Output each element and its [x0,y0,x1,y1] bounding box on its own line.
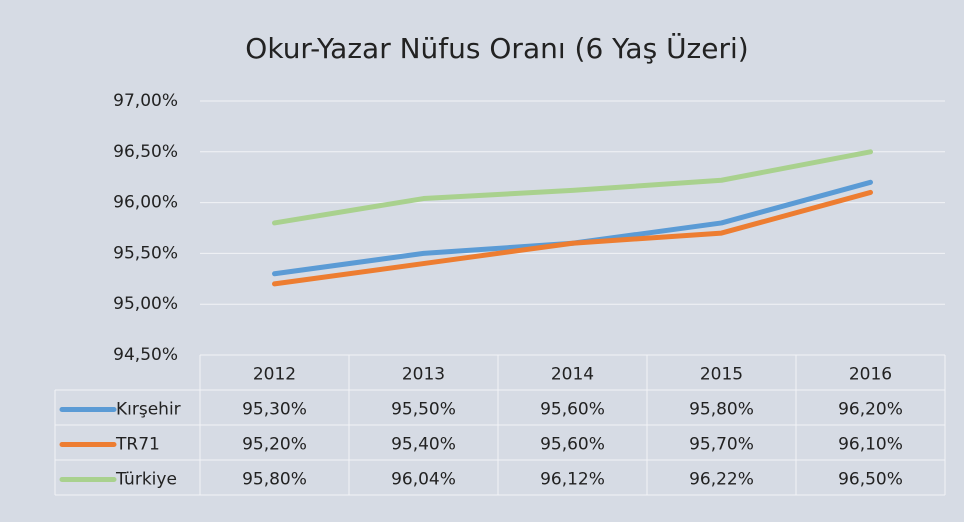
series-line [272,149,873,226]
y-tick-label: 96,50% [113,142,178,162]
table-value: 95,80% [689,400,754,420]
x-tick-label: 2016 [849,365,892,385]
table-value: 96,50% [838,470,903,490]
x-tick-label: 2015 [700,365,743,385]
table-value: 96,04% [391,470,456,490]
table-value: 95,50% [391,400,456,420]
chart-title: Okur-Yazar Nüfus Oranı (6 Yaş Üzeri) [245,31,748,65]
legend-label: Kırşehir [116,400,181,420]
table-value: 96,20% [838,400,903,420]
table-value: 96,10% [838,435,903,455]
y-tick-label: 94,50% [113,345,178,365]
table-value: 95,40% [391,435,456,455]
table-value: 95,60% [540,400,605,420]
y-tick-label: 95,00% [113,294,178,314]
table-value: 95,70% [689,435,754,455]
legend-label: TR71 [115,435,160,455]
series-line [272,189,873,287]
y-tick-label: 97,00% [113,91,178,111]
table-value: 95,30% [242,400,307,420]
x-tick-label: 2014 [551,365,594,385]
table-value: 95,20% [242,435,307,455]
x-tick-label: 2012 [253,365,296,385]
table-value: 95,60% [540,435,605,455]
table-value: 96,22% [689,470,754,490]
x-tick-label: 2013 [402,365,445,385]
y-tick-label: 95,50% [113,243,178,263]
table-value: 95,80% [242,470,307,490]
legend-label: Türkiye [115,470,177,490]
y-tick-label: 96,00% [113,193,178,213]
table-value: 96,12% [540,470,605,490]
